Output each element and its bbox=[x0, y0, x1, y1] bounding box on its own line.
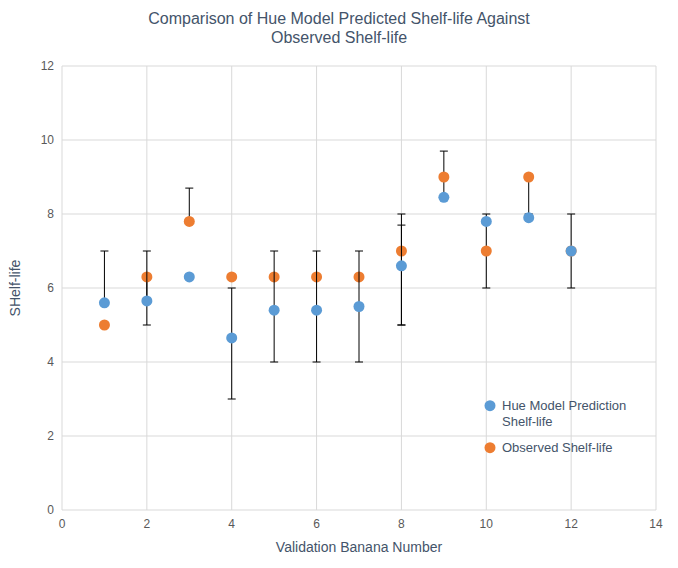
point bbox=[523, 212, 534, 223]
error-bar bbox=[143, 251, 151, 301]
y-tick-label: 4 bbox=[47, 355, 54, 369]
y-tick-label: 2 bbox=[47, 429, 54, 443]
legend: Hue Model PredictionShelf-life Observed S… bbox=[485, 398, 627, 455]
point bbox=[99, 320, 110, 331]
point bbox=[226, 332, 237, 343]
y-grid-line bbox=[62, 510, 656, 511]
series-0 bbox=[99, 192, 577, 399]
y-grid-line bbox=[62, 214, 656, 215]
x-tick-label: 10 bbox=[480, 517, 494, 531]
point bbox=[226, 271, 237, 282]
x-tick-label: 0 bbox=[59, 517, 66, 531]
point bbox=[184, 271, 195, 282]
point bbox=[184, 216, 195, 227]
point bbox=[438, 172, 449, 183]
legend-swatch bbox=[485, 400, 496, 411]
x-tick-label: 2 bbox=[144, 517, 151, 531]
plot-area bbox=[99, 151, 577, 399]
text-line: Observed Shelf-life bbox=[502, 440, 613, 455]
legend-label: Hue Model PredictionShelf-life bbox=[502, 398, 626, 429]
y-grid-line bbox=[62, 140, 656, 141]
x-tick-label: 6 bbox=[313, 517, 320, 531]
x-tick-label: 4 bbox=[228, 517, 235, 531]
point bbox=[354, 301, 365, 312]
title: Comparison of Hue Model Predicted Shelf-… bbox=[148, 10, 530, 46]
text-line: Shelf-life bbox=[502, 414, 553, 429]
y-tick-label: 0 bbox=[47, 503, 54, 517]
y-tick-label: 8 bbox=[47, 207, 54, 221]
text-line: Comparison of Hue Model Predicted Shelf-… bbox=[148, 10, 530, 27]
y-tick-label: 6 bbox=[47, 281, 54, 295]
point bbox=[566, 246, 577, 257]
y-grid-line bbox=[62, 436, 656, 437]
point bbox=[311, 305, 322, 316]
x-tick-label: 8 bbox=[398, 517, 405, 531]
text-line: Hue Model Prediction bbox=[502, 398, 626, 413]
point bbox=[523, 172, 534, 183]
point bbox=[141, 295, 152, 306]
error-bar bbox=[228, 288, 236, 399]
x-tick-label: 14 bbox=[649, 517, 663, 531]
y-axis-label: SHelf-life bbox=[7, 259, 23, 316]
x-axis-label: Validation Banana Number bbox=[276, 539, 443, 555]
series-1 bbox=[99, 151, 577, 330]
y-grid-line bbox=[62, 66, 656, 67]
error-bar bbox=[100, 251, 108, 303]
point bbox=[481, 216, 492, 227]
legend-label: Observed Shelf-life bbox=[502, 440, 613, 455]
x-tick-label: 12 bbox=[564, 517, 578, 531]
y-tick-label: 12 bbox=[41, 59, 55, 73]
point bbox=[438, 192, 449, 203]
point bbox=[99, 297, 110, 308]
grid bbox=[62, 66, 656, 510]
point bbox=[481, 246, 492, 257]
chart: Comparison of Hue Model Predicted Shelf-… bbox=[0, 0, 678, 568]
point bbox=[566, 246, 577, 257]
point bbox=[396, 260, 407, 271]
legend-swatch bbox=[485, 442, 496, 453]
point bbox=[269, 305, 280, 316]
text-line: Observed Shelf-life bbox=[271, 29, 407, 46]
error-bar bbox=[525, 177, 533, 214]
y-tick-label: 10 bbox=[41, 133, 55, 147]
